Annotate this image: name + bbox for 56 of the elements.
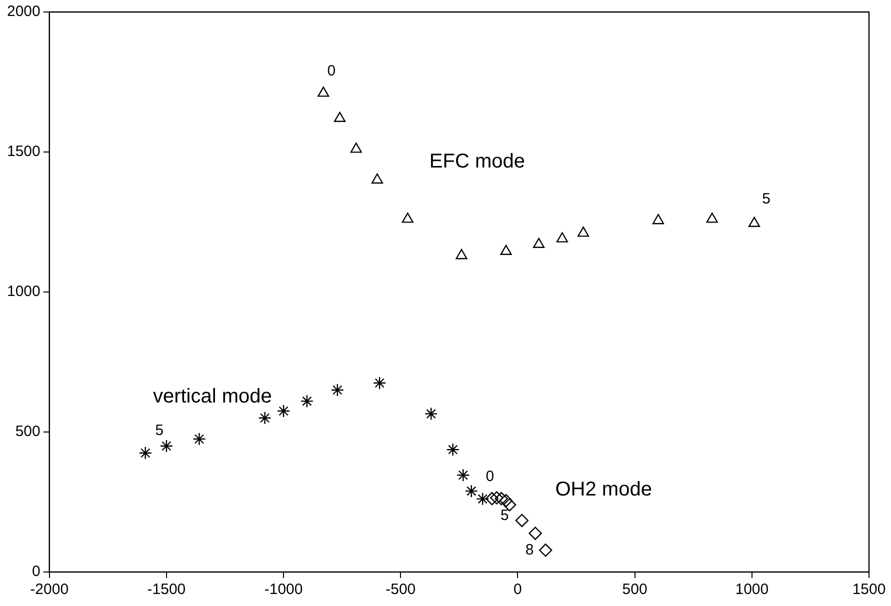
x-tick-label: -2000 (30, 581, 69, 598)
annotation: 5 (155, 422, 164, 440)
point (533, 238, 545, 248)
point (578, 226, 590, 237)
point (706, 212, 718, 223)
point (500, 244, 512, 255)
point (456, 468, 470, 482)
annotation: 5 (500, 506, 509, 524)
point (330, 383, 344, 397)
y-tick-label: 1000 (6, 283, 40, 300)
point (556, 232, 568, 242)
point (276, 404, 290, 418)
point (258, 411, 272, 425)
point (402, 212, 414, 223)
point (446, 443, 460, 456)
y-tick-label: 2000 (6, 3, 40, 20)
annotation: 5 (762, 190, 770, 208)
point (350, 142, 362, 153)
x-tick-label: -500 (386, 581, 416, 598)
y-tick-label: 1500 (6, 143, 40, 160)
point (334, 112, 346, 122)
point (371, 173, 384, 184)
point (528, 526, 542, 540)
point (456, 249, 468, 260)
point (138, 446, 152, 460)
x-tick-label: 1000 (735, 581, 769, 598)
x-tick-label: -1500 (147, 581, 186, 598)
x-tick-label: -1000 (264, 581, 303, 598)
point (160, 439, 174, 453)
point (318, 86, 330, 97)
series-label: vertical mode (152, 386, 272, 408)
point (192, 432, 206, 446)
point (502, 498, 516, 512)
point (494, 492, 508, 506)
annotation: 8 (525, 541, 534, 558)
point (748, 216, 760, 227)
x-tick-label: 1500 (852, 581, 886, 598)
x-tick-label: 0 (514, 581, 522, 598)
y-tick-label: 0 (32, 563, 40, 580)
y-tick-label: 500 (15, 423, 40, 440)
point (372, 376, 386, 390)
point (424, 407, 438, 420)
annotation: 0 (327, 62, 336, 80)
annotation: 0 (486, 468, 494, 485)
point (515, 514, 529, 528)
point (652, 214, 664, 224)
point (499, 494, 513, 508)
x-tick-label: 500 (622, 581, 648, 598)
point (485, 492, 499, 506)
point (300, 394, 314, 408)
point (538, 544, 552, 557)
text: EFC mode (429, 150, 526, 173)
point (464, 484, 478, 498)
point (490, 491, 504, 504)
series-label: OH2 mode (555, 478, 652, 501)
point (476, 492, 490, 506)
